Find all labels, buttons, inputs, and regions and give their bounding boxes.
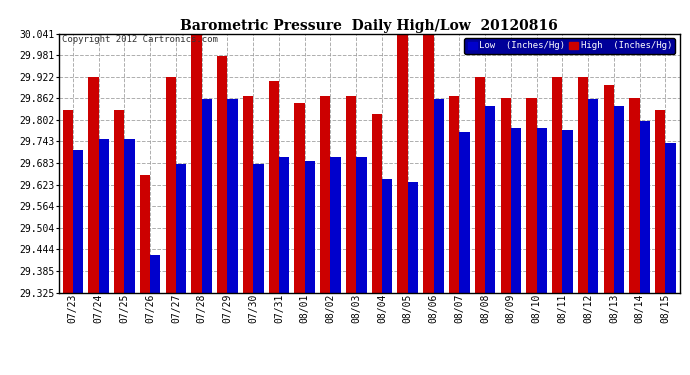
- Bar: [217, 56, 228, 292]
- Bar: [537, 128, 547, 292]
- Bar: [614, 106, 624, 292]
- Bar: [552, 78, 562, 292]
- Bar: [228, 99, 238, 292]
- Bar: [150, 255, 161, 292]
- Bar: [562, 130, 573, 292]
- Bar: [201, 99, 212, 292]
- Bar: [640, 121, 650, 292]
- Bar: [99, 139, 109, 292]
- Bar: [268, 81, 279, 292]
- Bar: [176, 164, 186, 292]
- Bar: [331, 157, 341, 292]
- Bar: [279, 157, 289, 292]
- Bar: [346, 96, 356, 292]
- Bar: [295, 103, 305, 292]
- Bar: [423, 35, 433, 292]
- Bar: [485, 106, 495, 292]
- Bar: [397, 35, 408, 292]
- Bar: [382, 178, 393, 292]
- Bar: [578, 78, 588, 292]
- Bar: [460, 132, 470, 292]
- Bar: [88, 78, 99, 292]
- Legend: Low  (Inches/Hg), High  (Inches/Hg): Low (Inches/Hg), High (Inches/Hg): [464, 38, 675, 54]
- Bar: [665, 142, 676, 292]
- Bar: [511, 128, 521, 292]
- Bar: [356, 157, 366, 292]
- Bar: [63, 110, 73, 292]
- Bar: [191, 35, 201, 292]
- Bar: [629, 99, 640, 292]
- Bar: [449, 96, 460, 292]
- Bar: [604, 85, 614, 292]
- Bar: [140, 175, 150, 292]
- Bar: [500, 99, 511, 292]
- Bar: [320, 96, 331, 292]
- Bar: [73, 150, 83, 292]
- Bar: [526, 99, 537, 292]
- Text: Copyright 2012 Cartronics.com: Copyright 2012 Cartronics.com: [62, 35, 217, 44]
- Bar: [114, 110, 124, 292]
- Bar: [243, 96, 253, 292]
- Bar: [475, 78, 485, 292]
- Bar: [408, 182, 418, 292]
- Bar: [433, 99, 444, 292]
- Bar: [656, 110, 665, 292]
- Bar: [124, 139, 135, 292]
- Bar: [166, 78, 176, 292]
- Bar: [372, 114, 382, 292]
- Bar: [305, 160, 315, 292]
- Bar: [588, 99, 598, 292]
- Bar: [253, 164, 264, 292]
- Title: Barometric Pressure  Daily High/Low  20120816: Barometric Pressure Daily High/Low 20120…: [180, 19, 558, 33]
